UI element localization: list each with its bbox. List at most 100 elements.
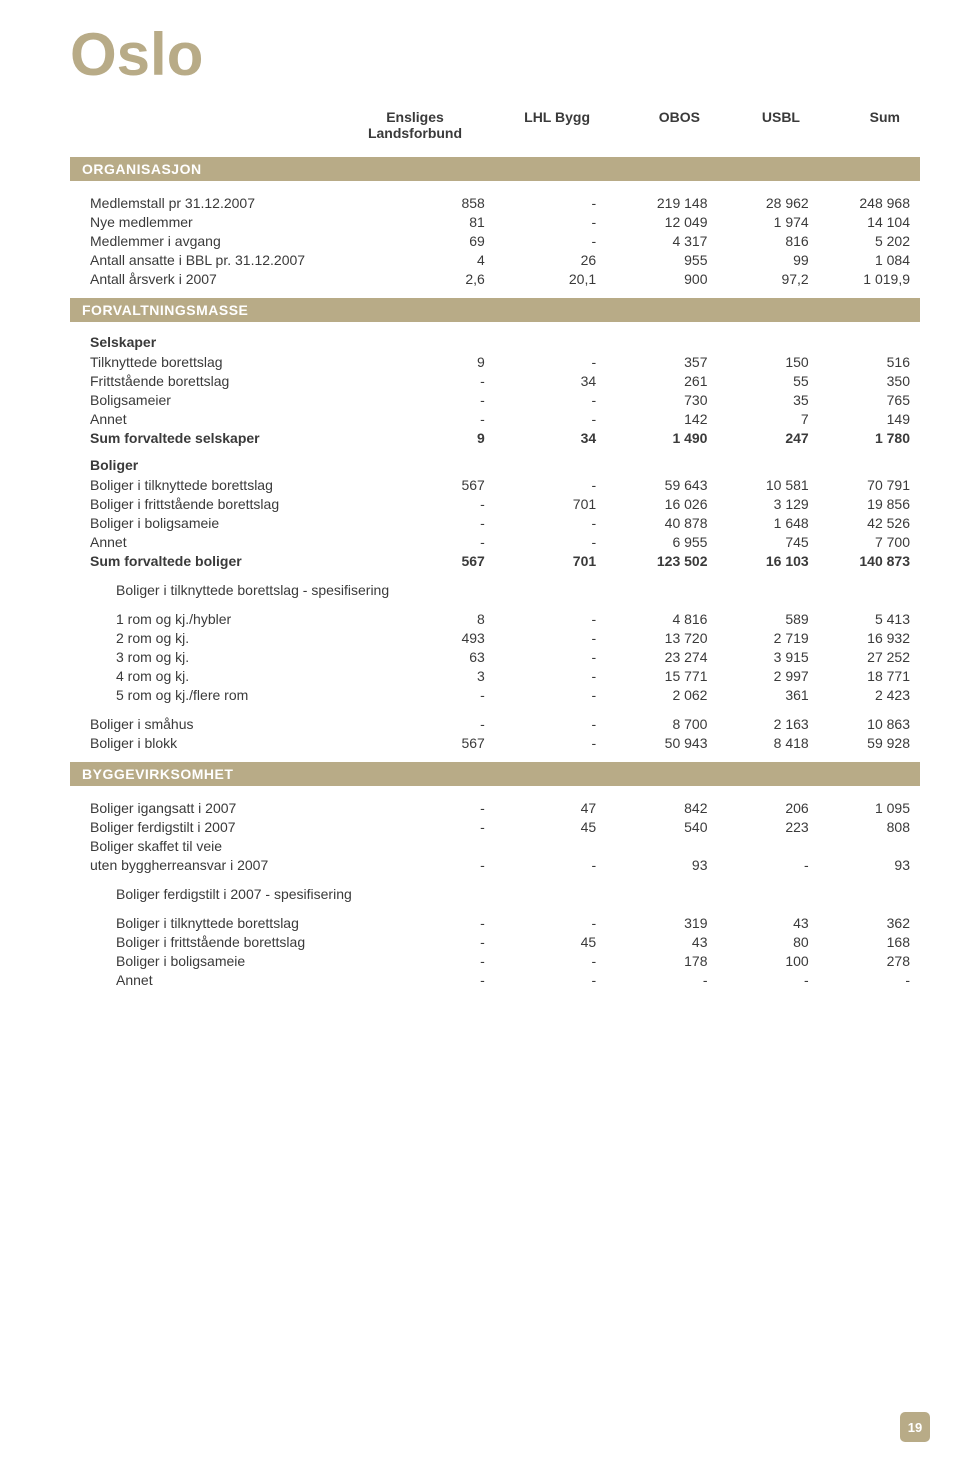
row-label: Sum forvaltede boliger bbox=[90, 551, 373, 570]
selskaper-head: Selskaper bbox=[90, 334, 910, 350]
cell: 808 bbox=[809, 817, 910, 836]
row-label: Boligsameier bbox=[90, 390, 373, 409]
cell: 493 bbox=[373, 628, 484, 647]
row-label: 1 rom og kj./hybler bbox=[90, 609, 373, 628]
cell: 80 bbox=[707, 932, 808, 951]
ferdig-head: Boliger ferdigstilt i 2007 - spesifiseri… bbox=[90, 884, 910, 903]
table-row: 4 rom og kj. 3 - 15 771 2 997 18 771 bbox=[90, 666, 910, 685]
column-headers: Ensliges Landsforbund LHL Bygg OBOS USBL… bbox=[90, 109, 910, 141]
cell: - bbox=[373, 390, 484, 409]
table-row: Tilknyttede borettslag 9 - 357 150 516 bbox=[90, 352, 910, 371]
section-byggevirksomhet-header: BYGGEVIRKSOMHET bbox=[70, 762, 920, 786]
table-row: Boliger i tilknyttede borettslag - - 319… bbox=[90, 913, 910, 932]
cell: 1 974 bbox=[707, 212, 808, 231]
cell: 81 bbox=[373, 212, 484, 231]
cell: 842 bbox=[596, 798, 707, 817]
row-label: Medlemmer i avgang bbox=[90, 231, 373, 250]
page-number-badge: 19 bbox=[900, 1412, 930, 1442]
row-label: Annet bbox=[90, 532, 373, 551]
cell: - bbox=[373, 913, 484, 932]
cell: - bbox=[485, 714, 596, 733]
cell: 567 bbox=[373, 551, 484, 570]
selskaper-table: Tilknyttede borettslag 9 - 357 150 516 F… bbox=[90, 352, 910, 447]
cell: - bbox=[373, 798, 484, 817]
cell: 9 bbox=[373, 428, 484, 447]
cell: 63 bbox=[373, 647, 484, 666]
cell: 955 bbox=[596, 250, 707, 269]
cell: 1 095 bbox=[809, 798, 910, 817]
col-usbl: USBL bbox=[700, 109, 800, 141]
row-label: Frittstående borettslag bbox=[90, 371, 373, 390]
cell: 50 943 bbox=[596, 733, 707, 752]
cell: 701 bbox=[485, 551, 596, 570]
table-row: Sum forvaltede boliger 567 701 123 502 1… bbox=[90, 551, 910, 570]
row-label: Boliger i småhus bbox=[90, 714, 373, 733]
ferdig-table: Boliger ferdigstilt i 2007 - spesifiseri… bbox=[90, 884, 910, 989]
cell: - bbox=[485, 193, 596, 212]
col-ensliges-l1: Ensliges bbox=[350, 109, 480, 125]
cell: 42 526 bbox=[809, 513, 910, 532]
row-label: Nye medlemmer bbox=[90, 212, 373, 231]
cell: 2 163 bbox=[707, 714, 808, 733]
cell: 19 856 bbox=[809, 494, 910, 513]
row-label: Boliger i frittstående borettslag bbox=[90, 932, 373, 951]
cell: 567 bbox=[373, 733, 484, 752]
cell: 350 bbox=[809, 371, 910, 390]
cell: 589 bbox=[707, 609, 808, 628]
cell: - bbox=[485, 685, 596, 704]
cell: 99 bbox=[707, 250, 808, 269]
table-row: Antall ansatte i BBL pr. 31.12.2007 4 26… bbox=[90, 250, 910, 269]
cell: - bbox=[373, 513, 484, 532]
cell: 858 bbox=[373, 193, 484, 212]
cell: 93 bbox=[809, 855, 910, 874]
cell: 18 771 bbox=[809, 666, 910, 685]
table-row: Annet - - - - - bbox=[90, 970, 910, 989]
row-label: 3 rom og kj. bbox=[90, 647, 373, 666]
smaa-table: Boliger i småhus - - 8 700 2 163 10 863 … bbox=[90, 714, 910, 752]
col-sum: Sum bbox=[800, 109, 900, 141]
table-row: uten byggherreansvar i 2007 - - 93 - 93 bbox=[90, 855, 910, 874]
cell: 1 084 bbox=[809, 250, 910, 269]
table-row: Boligsameier - - 730 35 765 bbox=[90, 390, 910, 409]
table-row: 2 rom og kj. 493 - 13 720 2 719 16 932 bbox=[90, 628, 910, 647]
table-row: Annet - - 6 955 745 7 700 bbox=[90, 532, 910, 551]
table-row: Boliger ferdigstilt i 2007 - 45 540 223 … bbox=[90, 817, 910, 836]
bygg-top-table: Boliger igangsatt i 2007 - 47 842 206 1 … bbox=[90, 798, 910, 874]
cell: 261 bbox=[596, 371, 707, 390]
row-label: Sum forvaltede selskaper bbox=[90, 428, 373, 447]
cell: - bbox=[485, 532, 596, 551]
skaffet-label: Boliger skaffet til veie bbox=[90, 836, 373, 855]
cell: - bbox=[485, 352, 596, 371]
boliger-head: Boliger bbox=[90, 457, 910, 473]
cell: - bbox=[707, 855, 808, 874]
table-row: Boliger i blokk 567 - 50 943 8 418 59 92… bbox=[90, 733, 910, 752]
cell: 45 bbox=[485, 817, 596, 836]
cell: - bbox=[485, 913, 596, 932]
cell: - bbox=[485, 970, 596, 989]
cell: 4 317 bbox=[596, 231, 707, 250]
cell: 27 252 bbox=[809, 647, 910, 666]
cell: 5 413 bbox=[809, 609, 910, 628]
table-row: Sum forvaltede selskaper 9 34 1 490 247 … bbox=[90, 428, 910, 447]
cell: 40 878 bbox=[596, 513, 707, 532]
section-forvaltningsmasse-header: FORVALTNINGSMASSE bbox=[70, 298, 920, 322]
cell: 3 bbox=[373, 666, 484, 685]
cell: 816 bbox=[707, 231, 808, 250]
cell: 168 bbox=[809, 932, 910, 951]
table-row: 5 rom og kj./flere rom - - 2 062 361 2 4… bbox=[90, 685, 910, 704]
cell: 7 700 bbox=[809, 532, 910, 551]
cell: 3 915 bbox=[707, 647, 808, 666]
cell: - bbox=[485, 390, 596, 409]
cell: 2,6 bbox=[373, 269, 484, 288]
cell: 47 bbox=[485, 798, 596, 817]
cell: 8 bbox=[373, 609, 484, 628]
cell: 1 490 bbox=[596, 428, 707, 447]
cell: 43 bbox=[596, 932, 707, 951]
cell: 178 bbox=[596, 951, 707, 970]
table-row: Boliger i frittstående borettslag - 45 4… bbox=[90, 932, 910, 951]
row-label: Boliger i tilknyttede borettslag bbox=[90, 475, 373, 494]
table-row: Boliger i boligsameie - - 40 878 1 648 4… bbox=[90, 513, 910, 532]
cell: 8 418 bbox=[707, 733, 808, 752]
cell: 15 771 bbox=[596, 666, 707, 685]
cell: 7 bbox=[707, 409, 808, 428]
